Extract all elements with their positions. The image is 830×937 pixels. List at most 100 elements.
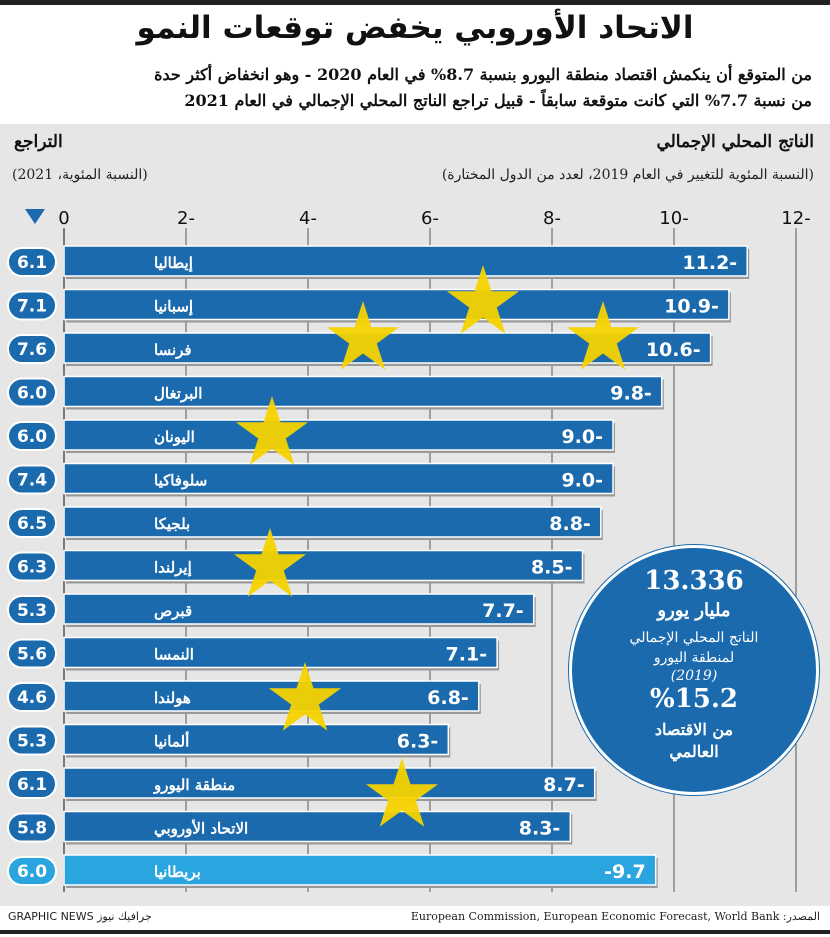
rebound-column-title: التراجع xyxy=(14,132,63,152)
rebound-badge-label: 7.4 xyxy=(17,471,47,491)
bubble-year: (2019) xyxy=(670,668,718,684)
bar-category-label: هولندا xyxy=(154,689,191,707)
bar-value-label: -9.7 xyxy=(604,861,646,883)
bar xyxy=(63,854,657,886)
rebound-badge xyxy=(7,551,57,582)
bar-value-label: 6.8- xyxy=(427,687,469,709)
footer-source: المصدر: European Commission, European Ec… xyxy=(410,910,820,923)
rebound-badge xyxy=(7,464,57,495)
bar-value-label: 10.9- xyxy=(664,296,719,318)
bar xyxy=(63,723,450,756)
bubble-share-label-line-1: من الاقتصاد xyxy=(654,720,734,739)
rebound-badge-label: 5.3 xyxy=(17,732,47,752)
rebound-column-subtitle: (النسبة المئوية، 2021) xyxy=(12,167,148,183)
bar-value-label: 8.5- xyxy=(531,557,573,579)
rebound-badge xyxy=(7,812,57,843)
x-tick-label: 12- xyxy=(781,208,810,229)
gdp-axis-title: الناتج المحلي الإجمالي xyxy=(656,132,814,152)
star-icon xyxy=(268,662,342,731)
bar-value-label: 11.2- xyxy=(682,252,737,274)
bar-value-label: 8.8- xyxy=(549,513,591,535)
gdp-axis-subtitle: (النسبة المئوية للتغيير في العام 2019، ل… xyxy=(441,167,814,183)
bar-category-label: فرنسا xyxy=(154,341,192,359)
bar-category-label: إسبانيا xyxy=(154,298,193,316)
bottom-rule xyxy=(0,930,830,934)
x-tick-label: 0 xyxy=(58,208,69,229)
x-tick-label: 6- xyxy=(421,208,439,229)
rebound-badge xyxy=(7,421,57,451)
rebound-badge xyxy=(7,638,57,669)
rebound-badge xyxy=(7,769,57,799)
bar xyxy=(63,549,584,582)
top-rule xyxy=(0,0,830,5)
bar-value-label: 7.1- xyxy=(446,644,488,666)
bubble-share-label-line-2: العالمي xyxy=(669,742,719,761)
rebound-badge-label: 4.6 xyxy=(17,688,47,708)
star-icon xyxy=(566,301,640,370)
rebound-badge-label: 7.1 xyxy=(17,297,47,317)
bubble-desc-line-2: لمنطقة اليورو xyxy=(653,650,735,666)
footer-credit: GRAPHIC NEWS جرافيك نيوز xyxy=(8,910,152,923)
bar-value-label: 8.3- xyxy=(519,818,561,840)
bar xyxy=(63,767,596,799)
rebound-badge-label: 6.5 xyxy=(17,514,47,534)
bar-category-label: اليونان xyxy=(154,428,195,446)
bar xyxy=(63,375,663,408)
bar-category-label: الاتحاد الأوروبي xyxy=(154,819,248,839)
eurozone-gdp-bubble: 13.336 مليار يورو الناتج المحلي الإجمالي… xyxy=(569,545,819,795)
bar xyxy=(63,680,480,712)
rebound-badge xyxy=(7,595,57,625)
rebound-badge-label: 7.6 xyxy=(17,340,47,360)
bar-value-label: 6.3- xyxy=(397,731,439,753)
bar-value-label: 9.0- xyxy=(561,470,603,492)
rebound-badge xyxy=(7,725,57,756)
rebound-badge-label: 6.1 xyxy=(17,253,47,273)
bar xyxy=(63,462,614,495)
rebound-badge-label: 6.0 xyxy=(17,384,47,404)
x-tick-label: 2- xyxy=(177,208,195,229)
bar-category-label: قبرص xyxy=(154,602,192,620)
bar-category-label: سلوفاكيا xyxy=(154,472,207,490)
bar xyxy=(63,245,748,277)
x-tick-label: 8- xyxy=(543,208,561,229)
bar-category-label: منطقة اليورو xyxy=(153,776,235,794)
rebound-badge xyxy=(7,290,57,321)
star-icon xyxy=(446,265,520,334)
subtitle-line-2: من نسبة 7.7% التي كانت متوقعة سابقاً - ق… xyxy=(184,91,812,110)
bubble-world-share: %15.2 xyxy=(649,684,739,714)
x-tick-label: 4- xyxy=(299,208,317,229)
rebound-badge xyxy=(7,334,57,364)
bar xyxy=(63,636,498,669)
rebound-badge-label: 5.3 xyxy=(17,601,47,621)
subtitle-line-1: من المتوقع أن ينكمش اقتصاد منطقة اليورو … xyxy=(154,65,812,84)
bar xyxy=(63,593,535,625)
bar-value-label: 8.7- xyxy=(543,774,585,796)
rebound-badge xyxy=(7,508,57,538)
star-icon xyxy=(326,301,400,370)
bar xyxy=(63,506,602,538)
bar-category-label: النمسا xyxy=(154,646,194,664)
rebound-badge xyxy=(7,682,57,712)
bar-category-label: البرتغال xyxy=(154,385,202,403)
bar-value-label: 10.6- xyxy=(646,339,701,361)
bar-category-label: إيرلندا xyxy=(154,559,192,577)
page-title: الاتحاد الأوروبي يخفض توقعات النمو xyxy=(136,10,694,46)
bubble-gdp-value: 13.336 xyxy=(644,566,744,596)
rebound-badge xyxy=(7,856,57,886)
star-icon xyxy=(235,396,309,465)
bar xyxy=(63,810,572,843)
rebound-badge-label: 6.1 xyxy=(17,775,47,795)
rebound-badge-label: 6.0 xyxy=(17,862,47,882)
star-icon xyxy=(233,528,307,597)
rebound-badge-label: 6.3 xyxy=(17,558,47,578)
rebound-badge-label: 6.0 xyxy=(17,427,47,447)
bar xyxy=(63,419,614,451)
rebound-badge xyxy=(7,377,57,408)
bar-category-label: إيطاليا xyxy=(154,254,193,272)
page-subtitle: من المتوقع أن ينكمش اقتصاد منطقة اليورو … xyxy=(22,62,812,114)
bubble-desc-line-1: الناتج المحلي الإجمالي xyxy=(629,630,759,646)
bubble-gdp-unit: مليار يورو xyxy=(657,600,731,621)
bar-value-label: 9.8- xyxy=(610,383,652,405)
bar-category-label: بريطانيا xyxy=(154,863,201,881)
